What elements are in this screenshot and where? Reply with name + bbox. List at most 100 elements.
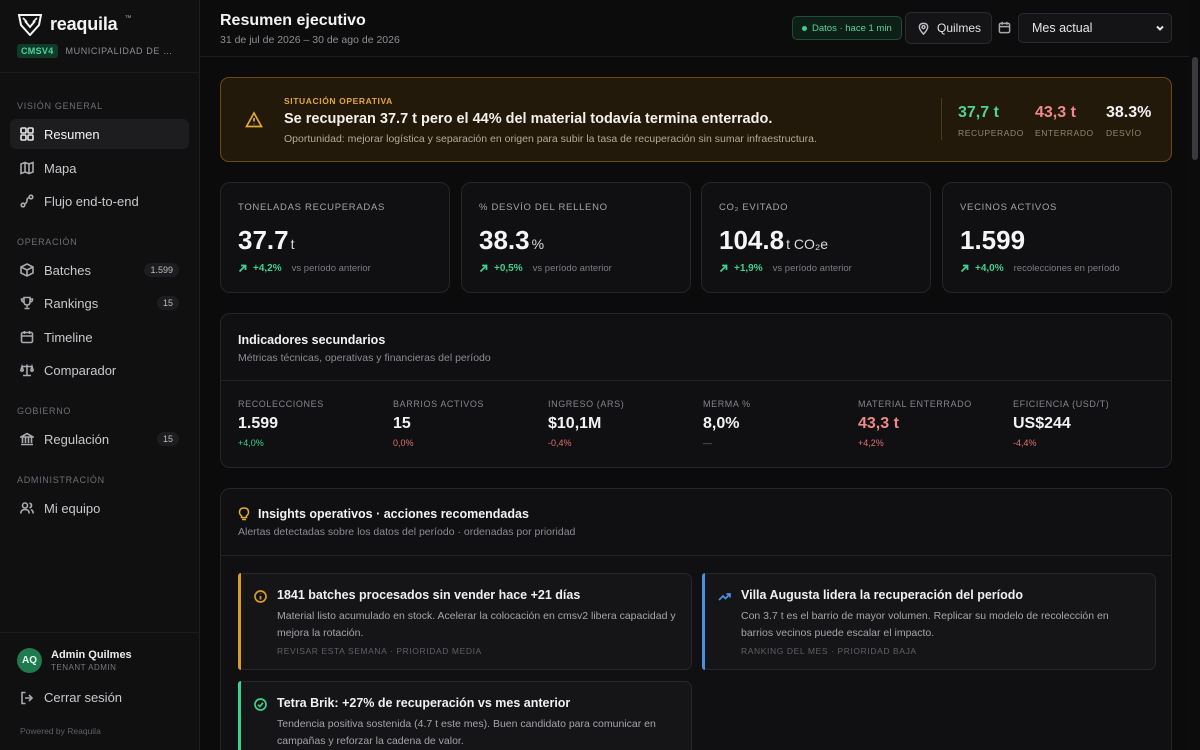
scale-icon (20, 363, 34, 377)
sidebar-item-label: Comparador (44, 362, 117, 378)
logout-button[interactable]: Cerrar sesión (20, 690, 122, 705)
sidebar-item-regulacion[interactable]: Regulación 15 (10, 424, 189, 454)
sidebar-item-label: Flujo end-to-end (44, 193, 139, 209)
kpi-trend: +4,2% vs período anterior (238, 263, 371, 274)
regulacion-count-badge: 15 (156, 432, 179, 446)
kpi-trend: +4,0% recolecciones en período (960, 263, 1120, 274)
arrow-up-right-icon (238, 264, 247, 273)
sidebar-item-label: Timeline (44, 329, 93, 345)
alert-stat-label: RECUPERADO (958, 128, 1024, 138)
brand[interactable]: reaquila ™ (17, 12, 131, 36)
insight-title: Villa Augusta lidera la recuperación del… (741, 588, 1024, 602)
user-role: TENANT ADMIN (51, 663, 117, 672)
sidebar-item-mapa[interactable]: Mapa (10, 153, 189, 183)
trend-up-icon (718, 593, 731, 601)
kpi-label: VECINOS ACTIVOS (960, 202, 1058, 213)
kpi-delta: +1,9% (734, 263, 763, 274)
warning-icon (245, 111, 263, 128)
insight-card-stock[interactable]: 1841 batches procesados sin vender hace … (238, 573, 692, 670)
date-range: 31 de jul de 2026 – 30 de ago de 2026 (220, 34, 400, 46)
kpi-card-vecinos[interactable]: VECINOS ACTIVOS 1.599 +4,0% recoleccione… (942, 182, 1172, 293)
insight-card-tetra-brik[interactable]: Tetra Brik: +27% de recuperación vs mes … (238, 681, 692, 750)
alert-stat-desvio: 38.3% DESVÍO (1106, 104, 1151, 138)
kpi-unit: t (290, 236, 295, 252)
alert-stat-value: 37,7 t (958, 104, 999, 121)
insight-card-villa-augusta[interactable]: Villa Augusta lidera la recuperación del… (702, 573, 1156, 670)
kpi-card-co2[interactable]: CO₂ EVITADO 104.8 t CO₂e +1,9% vs período… (701, 182, 931, 293)
panel-title: Indicadores secundarios (238, 333, 386, 347)
main-scrollbar[interactable] (1190, 57, 1200, 750)
sidebar-item-resumen[interactable]: Resumen (10, 119, 189, 149)
sidebar-item-mi-equipo[interactable]: Mi equipo (10, 493, 189, 523)
info-icon (254, 590, 267, 603)
insight-accent-bar (238, 573, 241, 670)
box-icon (20, 263, 34, 277)
brand-trademark: ™ (124, 14, 132, 22)
logout-icon (21, 691, 34, 704)
alert-divider (941, 98, 942, 140)
panel-subtitle: Alertas detectadas sobre los datos del p… (238, 526, 576, 538)
kpi-value: 37.7 t (238, 225, 295, 255)
sidebar-item-batches[interactable]: Batches 1.599 (10, 255, 189, 285)
kpi-label: TONELADAS RECUPERADAS (238, 202, 386, 213)
rankings-count-badge: 15 (156, 296, 179, 310)
sidebar-item-label: Resumen (44, 126, 100, 142)
kpi-value: 1.599 (960, 225, 1026, 255)
scrollbar-thumb[interactable] (1192, 57, 1198, 160)
avatar: AQ (17, 648, 42, 673)
kpi-unit: t CO₂e (786, 236, 829, 252)
insight-body: Material listo acumulado en stock. Acele… (277, 610, 676, 639)
sidebar: reaquila ™ CMSV4 MUNICIPALIDAD DE QUILME… (0, 0, 200, 750)
kpi-trend: +1,9% vs período anterior (719, 263, 852, 274)
insight-accent-bar (238, 681, 241, 750)
panel-divider (221, 555, 1171, 556)
kpi-card-desvio[interactable]: % DESVÍO DEL RELLENO 38.3% +0,5% vs perí… (461, 182, 691, 293)
page-title: Resumen ejecutivo (220, 12, 366, 29)
indicator-barrios-activos: BARRIOS ACTIVOS 15 0,0% (393, 399, 485, 448)
kpi-value: 104.8 t CO₂e (719, 225, 829, 255)
panel-divider (221, 380, 1171, 381)
kpi-label: CO₂ EVITADO (719, 202, 789, 213)
operational-alert-banner: SITUACIÓN OPERATIVA Se recuperan 37.7 t … (220, 77, 1172, 162)
data-freshness-label: Datos · hace 1 min (812, 22, 892, 34)
section-title-administracion: ADMINISTRACIÓN (17, 475, 105, 485)
kpi-note: recolecciones en período (1013, 263, 1120, 274)
tenant-switcher[interactable]: CMSV4 MUNICIPALIDAD DE QUILMES (17, 44, 187, 58)
alert-stat-label: ENTERRADO (1035, 128, 1094, 138)
alert-subtitle: Oportunidad: mejorar logística y separac… (284, 133, 817, 145)
alert-title: Se recuperan 37.7 t pero el 44% del mate… (284, 111, 773, 127)
kpi-value: 38.3% (479, 225, 545, 255)
location-button[interactable]: Quilmes (905, 12, 992, 44)
insight-meta: RANKING DEL MES · PRIORIDAD BAJA (741, 646, 917, 656)
calendar-icon (998, 21, 1011, 34)
sidebar-item-flujo[interactable]: Flujo end-to-end (10, 186, 189, 216)
batches-count-badge: 1.599 (144, 263, 179, 277)
reaquila-logo-icon (17, 14, 43, 36)
trophy-icon (20, 296, 34, 310)
sidebar-item-rankings[interactable]: Rankings 15 (10, 288, 189, 318)
kpi-note: vs período anterior (291, 263, 371, 274)
sidebar-item-timeline[interactable]: Timeline (10, 322, 189, 352)
sidebar-item-label: Rankings (44, 295, 99, 311)
sidebar-item-label: Regulación (44, 431, 110, 447)
alert-stat-value: 43,3 t (1035, 104, 1076, 121)
arrow-up-right-icon (479, 264, 488, 273)
kpi-card-toneladas[interactable]: TONELADAS RECUPERADAS 37.7 t +4,2% vs per… (220, 182, 450, 293)
brand-name: reaquila (50, 13, 118, 34)
sidebar-item-comparador[interactable]: Comparador (10, 355, 189, 385)
sidebar-item-label: Mi equipo (44, 500, 101, 516)
map-icon (20, 161, 34, 175)
chevron-down-icon (1156, 25, 1164, 31)
period-select[interactable]: Mes actual (1018, 13, 1172, 43)
insight-accent-bar (702, 573, 705, 670)
arrow-up-right-icon (719, 264, 728, 273)
lightbulb-icon (238, 507, 250, 521)
sidebar-item-label: Mapa (44, 160, 77, 176)
kpi-unit: % (531, 236, 545, 252)
section-title-operacion: OPERACIÓN (17, 237, 78, 247)
powered-by: Powered by Reaquila (20, 726, 101, 736)
kpi-label: % DESVÍO DEL RELLENO (479, 202, 608, 213)
map-pin-icon (918, 22, 929, 35)
user-profile[interactable]: AQ Admin Quilmes TENANT ADMIN (17, 648, 132, 673)
tenant-name: MUNICIPALIDAD DE QUILMES (65, 46, 176, 56)
